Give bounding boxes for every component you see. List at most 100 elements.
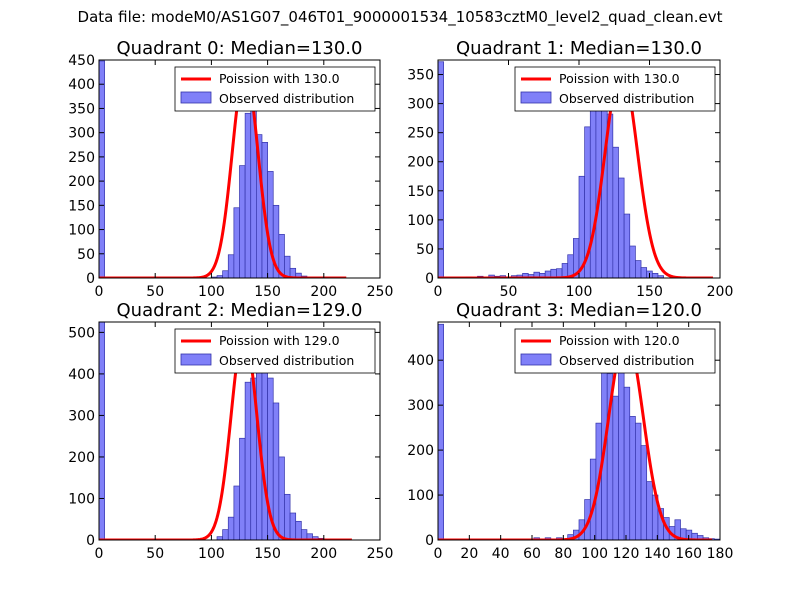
x-tick-label: 50 xyxy=(146,284,164,300)
histogram-bar xyxy=(239,437,246,540)
x-tick-label: 0 xyxy=(434,546,443,562)
x-tick-label: 120 xyxy=(613,546,640,562)
histogram-bar xyxy=(651,272,659,278)
x-tick-label: 200 xyxy=(310,284,337,300)
histogram-bar xyxy=(261,365,268,540)
legend: Poission with 129.0 Observed distribution xyxy=(174,328,376,374)
histogram-bar xyxy=(244,381,252,540)
x-tick-label: 180 xyxy=(707,546,734,562)
histogram-bar xyxy=(244,112,252,278)
y-tick-label: 150 xyxy=(68,198,95,214)
x-tick-label: 150 xyxy=(636,284,663,300)
chart-quadrant-2: 0 50 100 150 200 250 0 100 200 300 400 500 Quadrant … xyxy=(68,300,393,562)
legend-label-poisson: Poission with 129.0 xyxy=(219,333,340,348)
legend-label-poisson: Poission with 120.0 xyxy=(559,333,680,348)
legend-bar-swatch xyxy=(180,91,212,104)
chart-quadrant-1: 0 50 100 150 200 0 50 100 150 200 250 300 350 Quadran… xyxy=(407,38,733,300)
x-tick-label: 0 xyxy=(95,546,104,562)
histogram-bar xyxy=(438,323,444,540)
chart-title: Quadrant 2: Median=129.0 xyxy=(117,300,363,321)
y-tick-label: 50 xyxy=(416,242,434,258)
legend: Poission with 120.0 Observed distribution xyxy=(514,328,716,374)
histogram-bar xyxy=(272,402,280,540)
y-tick-label: 300 xyxy=(407,398,434,414)
y-tick-label: 250 xyxy=(68,150,95,166)
y-tick-label: 350 xyxy=(407,68,434,84)
y-tick-label: 300 xyxy=(407,97,434,113)
histogram-bar xyxy=(438,61,444,278)
y-tick-label: 400 xyxy=(407,353,434,369)
poisson-curve xyxy=(99,68,347,278)
y-tick-label: 100 xyxy=(68,223,95,239)
y-tick-label: 100 xyxy=(68,491,95,507)
x-tick-label: 0 xyxy=(95,284,104,300)
y-tick-label: 150 xyxy=(407,184,434,200)
legend-bar-swatch xyxy=(520,353,552,366)
legend: Poission with 130.0 Observed distribution xyxy=(174,66,376,112)
x-tick-label: 60 xyxy=(523,546,541,562)
chart-title: Quadrant 0: Median=130.0 xyxy=(117,38,363,59)
histogram-bar xyxy=(640,445,648,540)
histogram-bar xyxy=(227,516,235,540)
histogram-bar xyxy=(640,267,648,278)
histogram-bar xyxy=(589,85,597,278)
legend: Poission with 130.0 Observed distribution xyxy=(514,66,716,112)
poisson-curve xyxy=(438,334,713,540)
x-tick-label: 200 xyxy=(310,546,337,562)
x-tick-label: 100 xyxy=(198,546,225,562)
x-tick-label: 200 xyxy=(707,284,734,300)
histogram-bar xyxy=(233,485,240,540)
histogram-bar xyxy=(278,456,285,540)
x-tick-label: 140 xyxy=(644,546,671,562)
legend-box xyxy=(174,328,376,374)
y-tick-label: 400 xyxy=(68,77,95,93)
y-tick-label: 350 xyxy=(68,101,95,117)
histogram-bar xyxy=(99,60,105,278)
histogram-bar xyxy=(227,254,235,278)
y-tick-label: 0 xyxy=(425,271,434,287)
y-tick-label: 0 xyxy=(425,533,434,549)
y-tick-label: 450 xyxy=(68,53,95,69)
legend-label-observed: Observed distribution xyxy=(219,91,354,106)
y-tick-label: 300 xyxy=(68,126,95,142)
poisson-curve xyxy=(99,330,353,540)
x-tick-label: 50 xyxy=(146,546,164,562)
x-tick-label: 40 xyxy=(492,546,510,562)
y-tick-label: 50 xyxy=(77,247,95,263)
y-tick-label: 100 xyxy=(407,488,434,504)
chart-quadrant-0: 0 50 100 150 200 250 0 50 100 150 200 250 300 350 400 4… xyxy=(68,38,393,300)
y-tick-label: 500 xyxy=(68,325,95,341)
y-tick-label: 250 xyxy=(407,126,434,142)
histogram-bar xyxy=(612,395,619,540)
legend-label-observed: Observed distribution xyxy=(219,353,354,368)
y-tick-label: 0 xyxy=(86,271,95,287)
chart-title: Quadrant 1: Median=130.0 xyxy=(456,38,702,59)
y-tick-label: 200 xyxy=(407,155,434,171)
legend-label-poisson: Poission with 130.0 xyxy=(559,71,680,86)
y-tick-label: 200 xyxy=(407,443,434,459)
x-tick-label: 50 xyxy=(500,284,518,300)
x-tick-label: 100 xyxy=(581,546,608,562)
histogram-bar xyxy=(267,171,274,278)
figure-title: Data file: modeM0/AS1G07_046T01_90000015… xyxy=(77,8,723,26)
axes-frame xyxy=(98,59,381,279)
x-tick-label: 160 xyxy=(675,546,702,562)
histogram-bar xyxy=(618,177,625,278)
y-tick-label: 200 xyxy=(68,450,95,466)
histogram-bar xyxy=(284,255,291,278)
histogram-bar xyxy=(300,529,308,540)
histogram-bar xyxy=(623,213,631,278)
histogram-bar xyxy=(284,493,291,540)
histogram-bar xyxy=(635,260,642,278)
plot-area xyxy=(438,323,720,540)
y-tick-label: 0 xyxy=(86,533,95,549)
histogram-bar xyxy=(646,481,653,540)
x-tick-label: 100 xyxy=(566,284,593,300)
chart-quadrant-3: 0 20 40 60 80 100 120 140 160 180 0 100 200 300 400 Qua… xyxy=(407,300,733,562)
y-tick-label: 200 xyxy=(68,174,95,190)
x-tick-label: 150 xyxy=(254,546,281,562)
histogram-bar xyxy=(295,520,302,540)
x-tick-label: 150 xyxy=(254,284,281,300)
legend-bar-swatch xyxy=(520,91,552,104)
